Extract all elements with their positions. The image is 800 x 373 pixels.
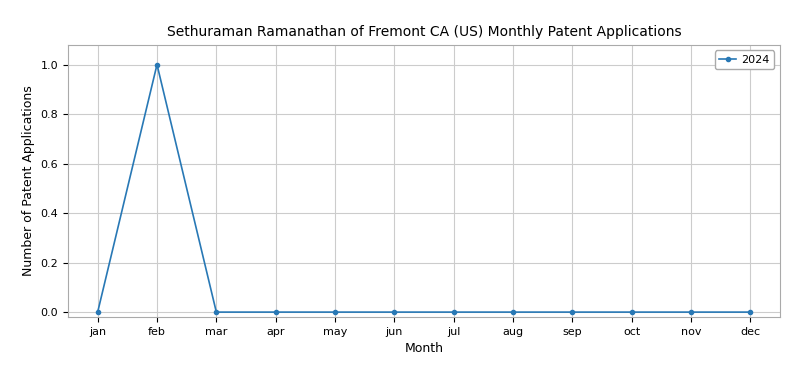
Legend: 2024: 2024 xyxy=(715,50,774,69)
2024 xyxy=(627,310,637,314)
2024 xyxy=(271,310,281,314)
2024 xyxy=(152,62,162,67)
2024 xyxy=(93,310,102,314)
X-axis label: Month: Month xyxy=(405,342,443,355)
2024 xyxy=(330,310,340,314)
2024 xyxy=(686,310,696,314)
Y-axis label: Number of Patent Applications: Number of Patent Applications xyxy=(22,85,35,276)
2024 xyxy=(211,310,221,314)
2024 xyxy=(746,310,755,314)
2024 xyxy=(508,310,518,314)
2024 xyxy=(567,310,577,314)
Line: 2024: 2024 xyxy=(95,63,753,314)
2024 xyxy=(449,310,458,314)
2024 xyxy=(390,310,399,314)
Title: Sethuraman Ramanathan of Fremont CA (US) Monthly Patent Applications: Sethuraman Ramanathan of Fremont CA (US)… xyxy=(166,25,682,40)
